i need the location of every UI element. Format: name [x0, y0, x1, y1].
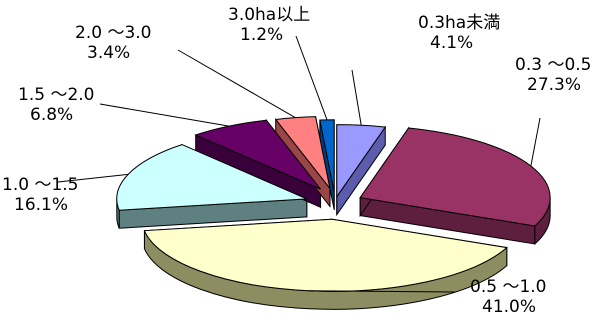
leader-line: [177, 49, 296, 119]
slice-label: 0.3ha未満 4.1%: [418, 13, 500, 53]
slice-value: 1.2%: [240, 25, 283, 45]
slice-category: 0.5 ～1.0: [470, 277, 546, 297]
slice-label: 2.0 ～3.0 3.4%: [75, 23, 151, 63]
leader-line: [530, 117, 541, 167]
pie-slice-2: [359, 127, 551, 227]
pie-slice-1: [336, 124, 387, 199]
leader-line: [351, 69, 362, 126]
leader-line: [99, 103, 230, 127]
leader-line: [308, 290, 456, 293]
slice-label: 1.0 ～1.5 16.1%: [2, 175, 78, 215]
slice-category: 1.5 ～2.0: [18, 85, 94, 105]
slice-label: 0.3 ～0.5 27.3%: [515, 55, 591, 95]
slice-category: 0.3ha未満: [418, 13, 500, 33]
slice-category: 3.0ha以上: [228, 5, 310, 25]
leader-line: [57, 173, 129, 183]
slice-label: 1.5 ～2.0 6.8%: [18, 85, 94, 125]
slice-value: 4.1%: [430, 33, 473, 53]
slice-label: 0.5 ～1.0 41.0%: [470, 277, 546, 317]
slice-value: 6.8%: [30, 105, 73, 125]
slice-value: 16.1%: [14, 195, 68, 215]
slice-category: 2.0 ～3.0: [75, 23, 151, 43]
slice-category: 0.3 ～0.5: [515, 55, 591, 75]
slice-label: 3.0ha以上 1.2%: [228, 5, 310, 45]
leader-line: [295, 35, 328, 121]
leader-lines: [57, 35, 541, 293]
slice-value: 3.4%: [87, 43, 130, 63]
slice-labels: 0.3ha未満 4.1% 0.3 ～0.5 27.3% 0.5 ～1.0 41.0% 1.0…: [2, 5, 591, 317]
pie-slice-4: [116, 144, 307, 211]
slice-value: 27.3%: [527, 75, 581, 95]
pie-slice-6: [274, 116, 331, 189]
slice-value: 41.0%: [482, 297, 536, 317]
slice-category: 1.0 ～1.5: [2, 175, 78, 195]
